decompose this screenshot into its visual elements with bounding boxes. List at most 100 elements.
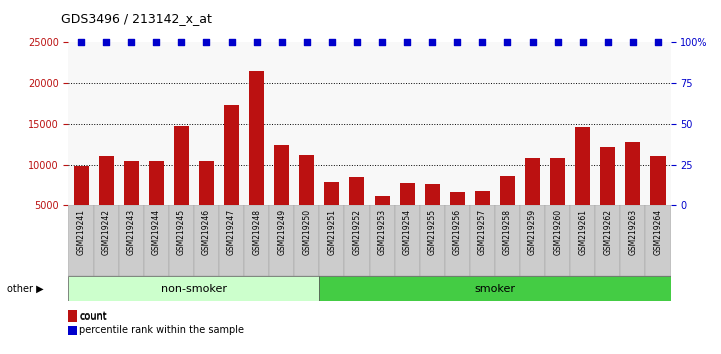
Point [477, 40, 488, 45]
Bar [374, 196, 389, 246]
Text: percentile rank within the sample: percentile rank within the sample [79, 325, 244, 335]
Bar [194, 205, 219, 276]
Text: smoker: smoker [474, 284, 516, 293]
Bar [601, 147, 615, 246]
Bar [495, 205, 520, 276]
Text: non-smoker: non-smoker [161, 284, 227, 293]
Point [602, 40, 614, 45]
Text: GSM219247: GSM219247 [227, 209, 236, 255]
Text: GSM219260: GSM219260 [553, 209, 562, 255]
Point [251, 40, 262, 45]
Point [326, 40, 337, 45]
Point [527, 40, 539, 45]
Bar [450, 192, 465, 246]
Text: GSM219264: GSM219264 [653, 209, 663, 255]
Point [653, 40, 664, 45]
Bar [174, 126, 189, 246]
Bar [143, 205, 169, 276]
Point [426, 40, 438, 45]
Bar [596, 205, 620, 276]
Point [100, 40, 112, 45]
Point [125, 40, 137, 45]
Text: GSM219242: GSM219242 [102, 209, 110, 255]
Text: GSM219244: GSM219244 [152, 209, 161, 255]
Bar [68, 205, 94, 276]
Bar [269, 205, 294, 276]
Text: GSM219261: GSM219261 [578, 209, 587, 255]
Text: GSM219258: GSM219258 [503, 209, 512, 255]
Point [552, 40, 563, 45]
Bar [149, 161, 164, 246]
Text: GSM219257: GSM219257 [478, 209, 487, 255]
Bar [420, 205, 445, 276]
Text: GSM219249: GSM219249 [277, 209, 286, 255]
Point [226, 40, 237, 45]
Bar [550, 158, 565, 246]
Text: GSM219245: GSM219245 [177, 209, 186, 255]
Text: GDS3496 / 213142_x_at: GDS3496 / 213142_x_at [61, 12, 212, 25]
Point [75, 40, 87, 45]
Bar [74, 166, 89, 246]
Bar [545, 205, 570, 276]
Bar [299, 155, 314, 246]
Point [151, 40, 162, 45]
Bar [169, 205, 194, 276]
Text: GSM219262: GSM219262 [603, 209, 612, 255]
Point [502, 40, 513, 45]
Bar [394, 205, 420, 276]
Bar [369, 205, 394, 276]
Text: GSM219259: GSM219259 [528, 209, 537, 255]
Point [402, 40, 413, 45]
Bar [500, 176, 515, 246]
Text: count: count [79, 312, 107, 322]
Bar [625, 142, 640, 246]
Bar [249, 71, 264, 246]
Bar [475, 191, 490, 246]
Bar [345, 205, 369, 276]
Text: GSM219241: GSM219241 [76, 209, 86, 255]
Bar [94, 205, 119, 276]
Bar [570, 205, 596, 276]
Text: GSM219256: GSM219256 [453, 209, 462, 255]
Bar [219, 205, 244, 276]
Bar [645, 205, 671, 276]
Point [577, 40, 588, 45]
Bar [199, 161, 214, 246]
Text: GSM219246: GSM219246 [202, 209, 211, 255]
Bar [119, 205, 143, 276]
Point [376, 40, 388, 45]
Point [200, 40, 212, 45]
Bar [425, 184, 440, 246]
Bar [399, 183, 415, 246]
Bar [244, 205, 269, 276]
Bar [470, 205, 495, 276]
Point [451, 40, 463, 45]
Point [351, 40, 363, 45]
Bar [319, 276, 671, 301]
Text: other ▶: other ▶ [7, 284, 44, 293]
Text: GSM219255: GSM219255 [428, 209, 437, 255]
Text: GSM219243: GSM219243 [127, 209, 136, 255]
Bar [294, 205, 319, 276]
Bar [68, 276, 319, 301]
Text: GSM219252: GSM219252 [353, 209, 361, 255]
Text: count: count [79, 311, 107, 321]
Point [627, 40, 639, 45]
Bar [575, 127, 590, 246]
Bar [525, 158, 540, 246]
Point [301, 40, 313, 45]
Bar [124, 161, 138, 246]
Text: GSM219248: GSM219248 [252, 209, 261, 255]
Bar [99, 156, 114, 246]
Text: GSM219250: GSM219250 [302, 209, 311, 255]
Bar [620, 205, 645, 276]
Bar [324, 182, 340, 246]
Text: GSM219263: GSM219263 [629, 209, 637, 255]
Text: GSM219251: GSM219251 [327, 209, 337, 255]
Bar [650, 156, 665, 246]
Text: GSM219254: GSM219254 [402, 209, 412, 255]
Bar [350, 177, 365, 246]
Text: GSM219253: GSM219253 [378, 209, 386, 255]
Point [176, 40, 187, 45]
Bar [274, 145, 289, 246]
